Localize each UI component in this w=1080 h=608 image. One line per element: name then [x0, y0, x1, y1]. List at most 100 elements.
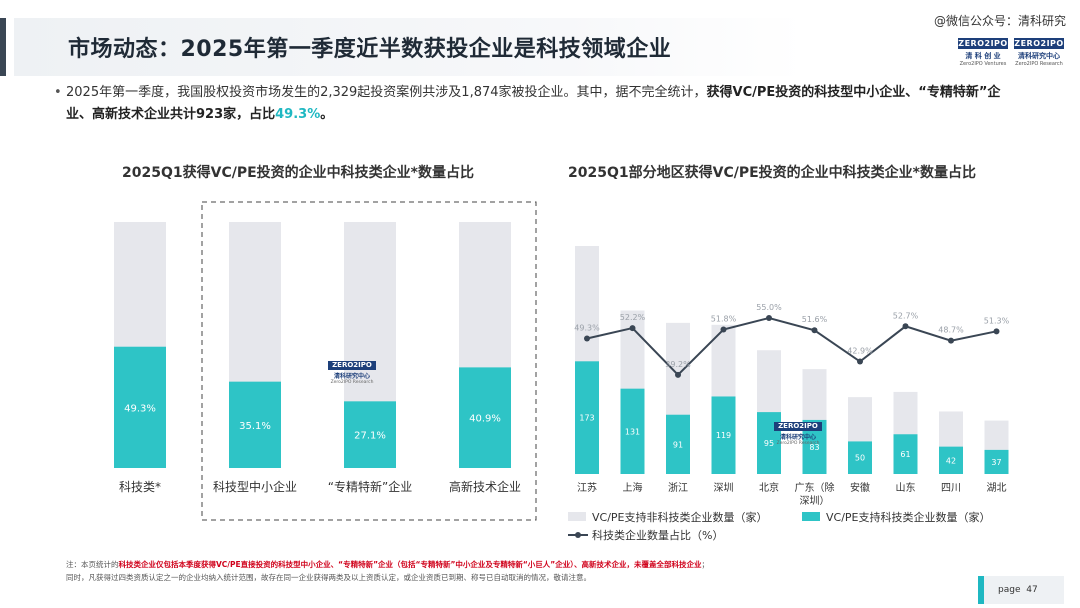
percentage-label: 51.8%	[711, 315, 737, 324]
logo-en-text: Zero2IPO Research	[1015, 61, 1063, 67]
logo-main-text: ZERO2IPO	[958, 38, 1008, 49]
percentage-point	[720, 326, 727, 333]
legend-line-marker	[575, 532, 581, 538]
legend-label: VC/PE支持非科技类企业数量（家）	[592, 510, 768, 524]
category-label: 上海	[623, 481, 643, 494]
category-label: 湖北	[987, 482, 1007, 494]
legend-label: 科技类企业数量占比（%）	[592, 528, 723, 542]
tech-bar	[711, 396, 736, 474]
footnote-line-2: 同时，凡获得过四类资质认定之一的企业均纳入统计范围，故存在同一企业获得两类及以上…	[66, 573, 591, 582]
percentage-point	[629, 325, 636, 332]
page-number: page 47	[984, 576, 1064, 604]
category-label: 科技类*	[119, 480, 161, 494]
percentage-point	[948, 337, 954, 344]
inner-logo-main: ZERO2IPO	[774, 422, 822, 431]
tech-bar	[939, 446, 963, 474]
right-bars: 173 江苏 131 上海 91 浙江 119 深圳 95 北京 83 广东（除深圳） 50 安徽 61 山东…	[575, 246, 1009, 507]
tech-bar-label: 42	[946, 456, 956, 465]
bar-fill	[344, 401, 396, 468]
legend-label: VC/PE支持科技类企业数量（家）	[826, 510, 991, 524]
percentage-line	[586, 316, 997, 377]
left-chart-title: 2025Q1获得VC/PE投资的企业中科技类企业*数量占比	[122, 165, 474, 181]
logos: ZERO2IPO 清 科 创 业 Zero2IPO Ventures ZERO2…	[958, 38, 1070, 68]
right-legend: VC/PE支持非科技类企业数量（家） VC/PE支持科技类企业数量（家） 科技类企业…	[568, 510, 991, 542]
percentage-label: 48.7%	[938, 326, 964, 335]
percentage-label: 49.3%	[574, 324, 600, 333]
footnote-suffix: ；	[701, 560, 710, 569]
page-title: 市场动态：2025年第一季度近半数获投企业是科技领域企业	[68, 37, 672, 62]
bar-fill	[229, 381, 281, 468]
summary-text-1: 2025年第一季度，我国股权投资市场发生的2,329起投资案例共涉及1,874家…	[66, 85, 707, 100]
tech-bar-label: 173	[579, 414, 594, 423]
category-label: 深圳	[714, 482, 734, 494]
footnote-highlight: 科技类企业仅包括本季度获得VC/PE直接投资的科技型中小企业、“专精特新”企业（…	[118, 560, 702, 569]
category-label: 高新技术企业	[449, 479, 521, 494]
watermark: @微信公众号：清科研究	[933, 14, 1066, 28]
category-label: 科技型中小企业	[213, 479, 297, 494]
logo-sub-text: 清 科 创 业	[965, 52, 1001, 60]
bar-value-label: 35.1%	[239, 421, 271, 432]
summary-text-end: 。	[320, 107, 334, 122]
inner-logo-en: Zero2IPO Research	[776, 441, 820, 446]
tech-bar-label: 50	[855, 454, 865, 463]
tech-bar-label: 119	[716, 431, 731, 440]
zero2ipo-research-logo: ZERO2IPO 清科研究中心 Zero2IPO Research	[1014, 38, 1064, 67]
category-label: 北京	[759, 481, 779, 494]
percentage-point	[584, 335, 590, 342]
chart-watermark-logo-right: ZERO2IPO 清科研究中心 Zero2IPO Research	[772, 413, 824, 446]
page-label: page	[998, 585, 1021, 595]
percentage-label: 42.9%	[847, 347, 873, 356]
footnote-prefix: 注：本页统计的	[66, 560, 119, 569]
tech-bar	[984, 449, 1009, 474]
percentage-point	[993, 328, 1000, 335]
page-number-value: 47	[1026, 585, 1038, 595]
chart-watermark-logo-left: ZERO2IPO 清科研究中心 Zero2IPO Research	[326, 352, 378, 385]
percentage-label: 39.2%	[665, 360, 691, 369]
percentage-point	[857, 358, 863, 365]
legend-swatch	[802, 512, 820, 521]
percentage-point	[811, 327, 818, 334]
percentage-point	[902, 323, 909, 330]
legend-swatch	[568, 512, 586, 521]
inner-logo-sub: 清科研究中心	[333, 373, 370, 380]
bar-fill	[114, 346, 166, 468]
footnote-line-1: 注：本页统计的科技类企业仅包括本季度获得VC/PE直接投资的科技型中小企业、“专…	[66, 558, 966, 571]
summary-text-bold: 获得VC/PE投资的科技型中小企业、“专精特新”企业、高新技术企业共计923家，…	[66, 85, 1001, 122]
percentage-label: 51.6%	[802, 315, 828, 324]
title-background	[14, 18, 804, 76]
tech-bar	[893, 434, 918, 474]
bullet-dot-icon: •	[54, 85, 62, 100]
tech-bar-label: 83	[809, 443, 819, 452]
percentage-label: 55.0%	[756, 303, 782, 312]
category-label: “专精特新”企业	[328, 479, 412, 494]
category-label: 山东	[896, 481, 916, 494]
category-label: 四川	[941, 483, 961, 494]
summary-bullet: • 2025年第一季度，我国股权投资市场发生的2,329起投资案例共涉及1,87…	[54, 82, 1026, 126]
tech-bar-label: 61	[900, 450, 910, 459]
category-label: 浙江	[668, 482, 688, 494]
percentage-label: 51.3%	[984, 316, 1010, 325]
percentage-point	[675, 371, 681, 378]
tech-bar-label: 91	[673, 440, 683, 449]
bar-value-label: 27.1%	[354, 431, 386, 442]
logo-main-text: ZERO2IPO	[1014, 38, 1064, 49]
logo-en-text: Zero2IPO Ventures	[959, 61, 1007, 67]
zero2ipo-ventures-logo: ZERO2IPO 清 科 创 业 Zero2IPO Ventures	[958, 38, 1008, 67]
bar-value-label: 40.9%	[469, 414, 501, 425]
footnote: 注：本页统计的科技类企业仅包括本季度获得VC/PE直接投资的科技型中小企业、“专…	[66, 558, 966, 584]
bar-value-label: 49.3%	[124, 403, 156, 414]
right-line-series: 49.3% 52.2% 39.2% 51.8% 55.0% 51.6% 42.9% 52.7%…	[574, 303, 1010, 378]
percentage-label: 52.2%	[620, 313, 646, 322]
bar-fill	[459, 367, 511, 468]
inner-logo-sub: 清科研究中心	[779, 434, 816, 441]
percentage-label: 52.7%	[893, 311, 919, 320]
logo-sub-text: 清科研究中心	[1018, 52, 1060, 60]
group-dashed-frame	[201, 201, 537, 521]
right-chart-title: 2025Q1部分地区获得VC/PE投资的企业中科技类企业*数量占比	[568, 165, 976, 181]
tech-bar-label: 95	[764, 439, 774, 448]
category-label: 江苏	[577, 481, 597, 494]
percentage-point	[766, 315, 772, 321]
tech-bar	[575, 361, 599, 474]
